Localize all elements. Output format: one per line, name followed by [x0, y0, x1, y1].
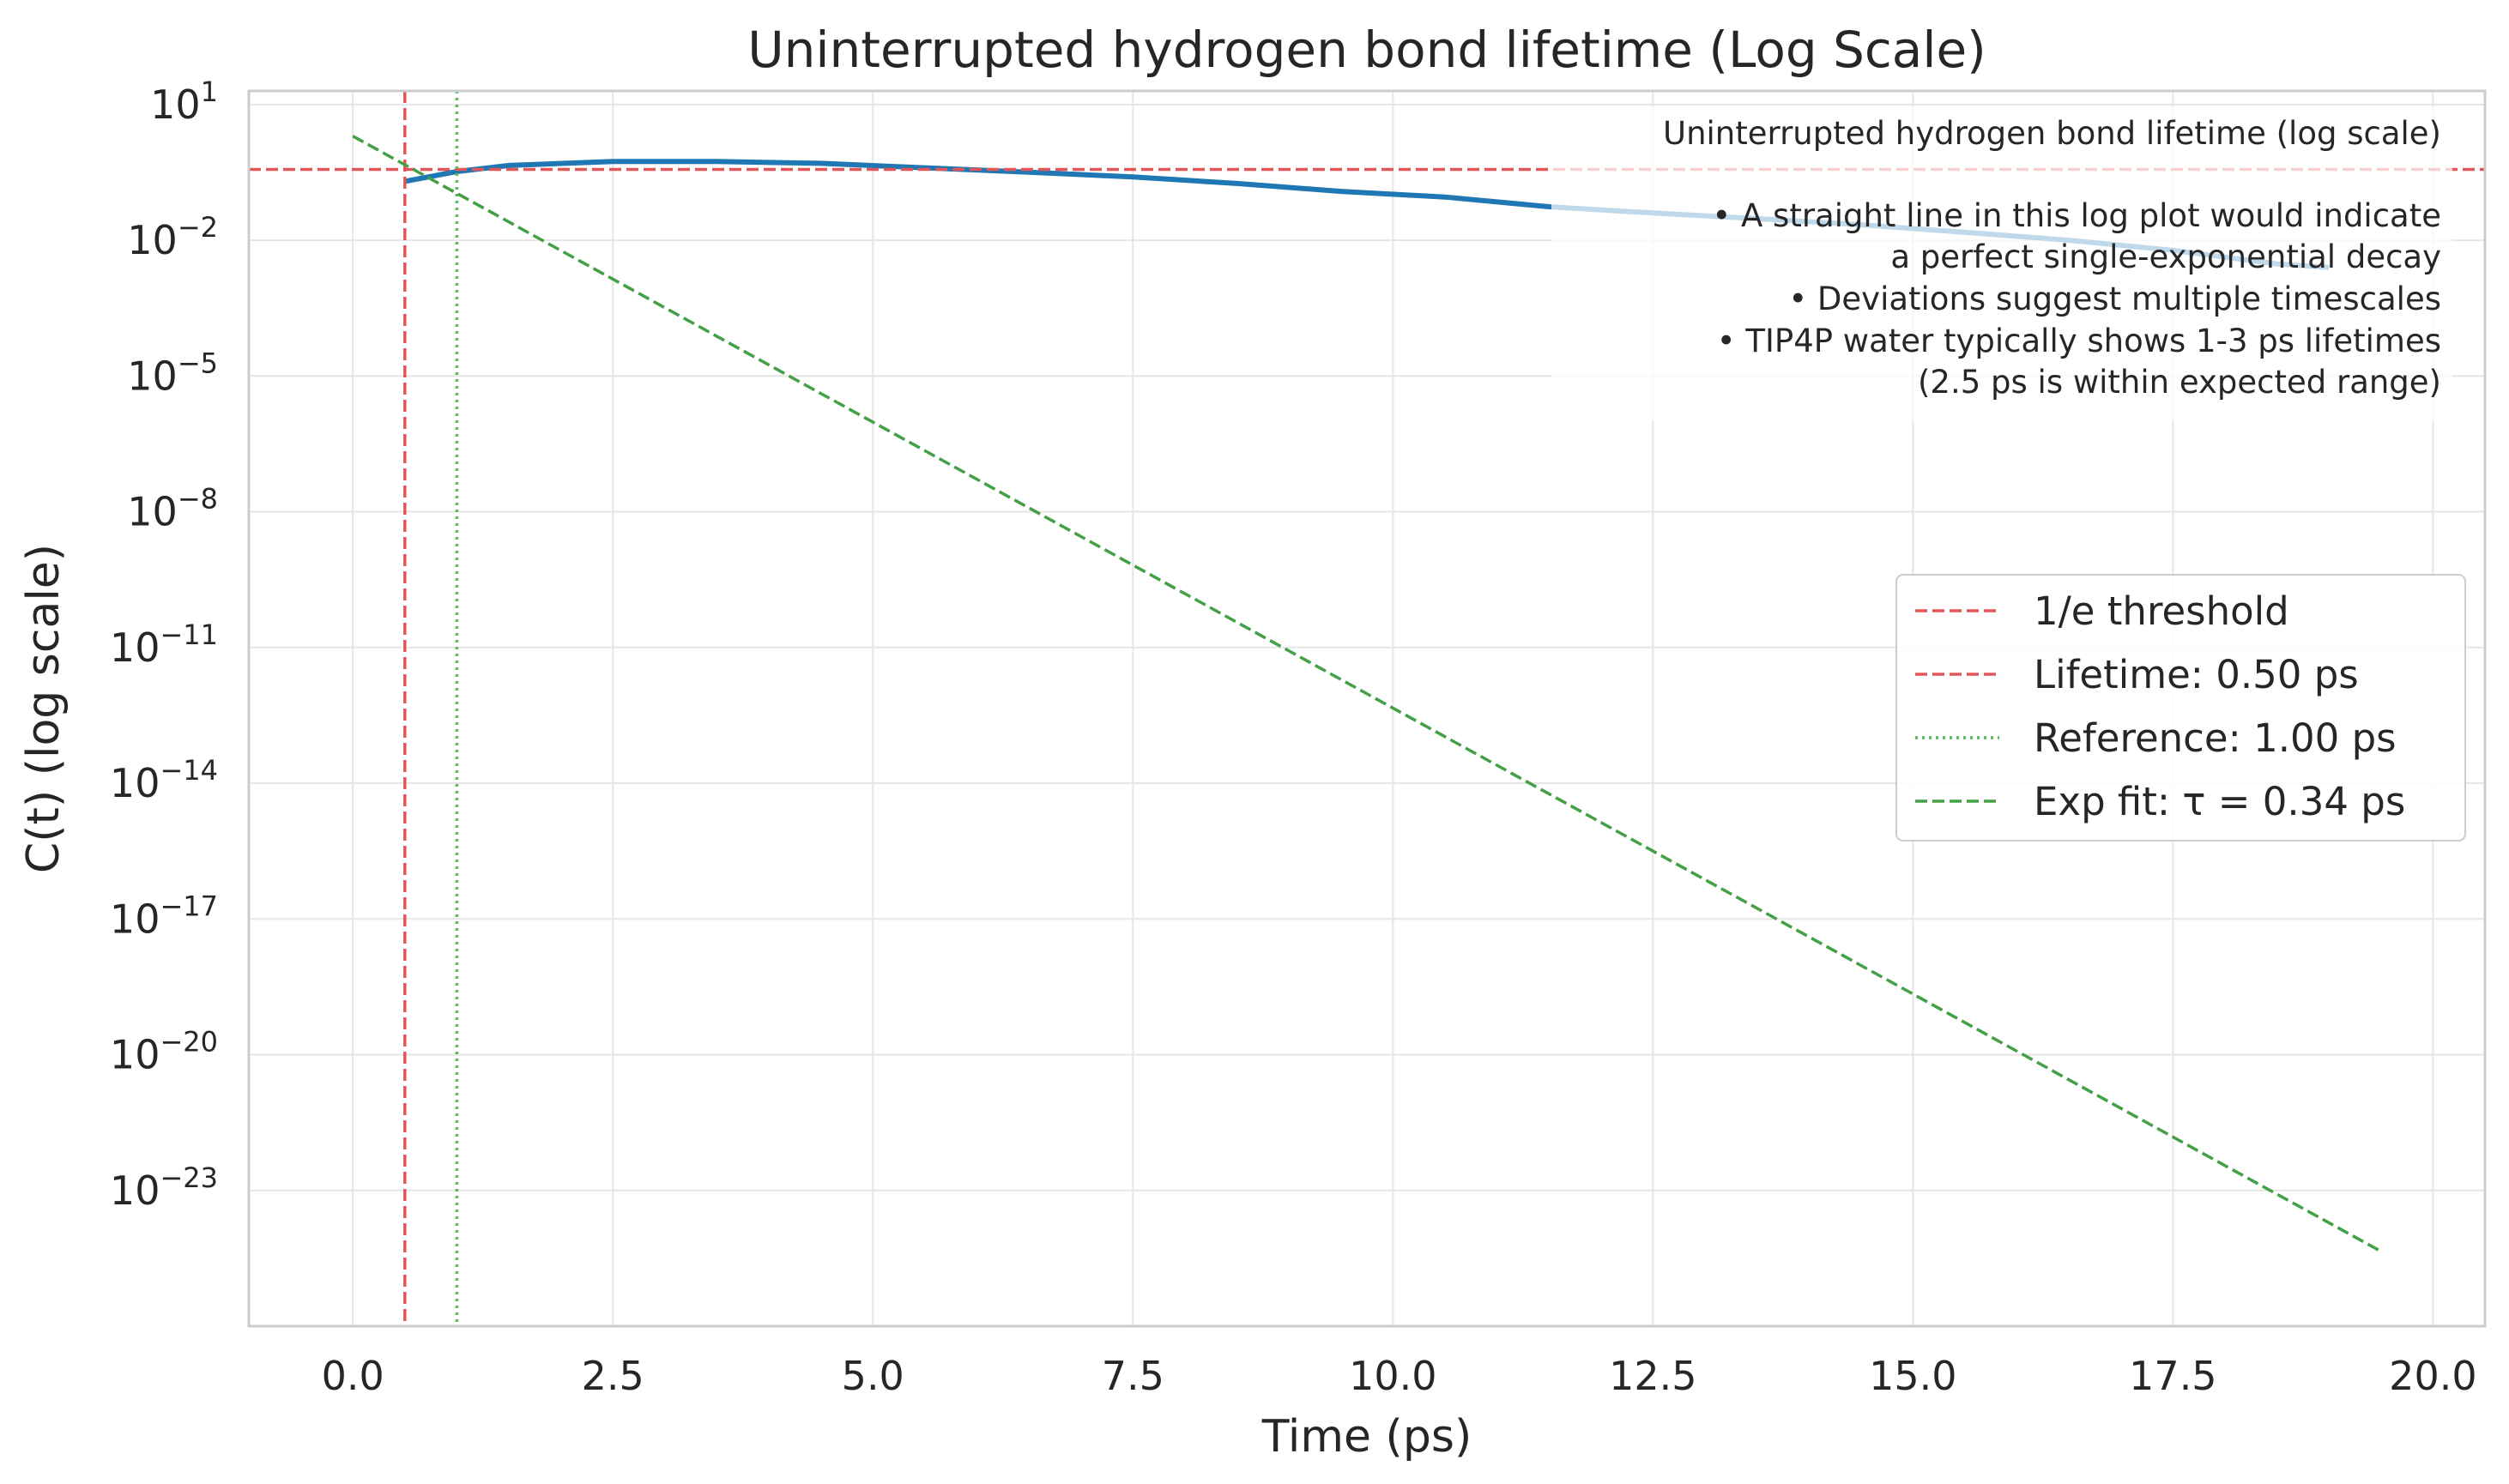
- x-tick-label: 2.5: [582, 1353, 644, 1399]
- y-tick-label: 10−23: [110, 1161, 218, 1214]
- legend-label: 1/e threshold: [2034, 588, 2289, 634]
- x-tick-label: 5.0: [842, 1353, 904, 1399]
- annotation-box: Uninterrupted hydrogen bond lifetime (lo…: [1551, 106, 2452, 420]
- legend-label: Reference: 1.00 ps: [2034, 715, 2397, 761]
- annotation-line: • A straight line in this log plot would…: [1712, 197, 2441, 234]
- annotation-line: a perfect single-exponential decay: [1890, 238, 2441, 275]
- annotation-line: • Deviations suggest multiple timescales: [1788, 281, 2441, 317]
- x-tick-label: 0.0: [322, 1353, 384, 1399]
- y-tick-label: 10−14: [110, 754, 218, 806]
- y-tick-label: 10−5: [127, 347, 218, 399]
- x-tick-label: 17.5: [2129, 1353, 2216, 1399]
- x-ticks: 0.0 2.5 5.0 7.5 10.0 12.5 15.0 17.5 20.0: [322, 1353, 2477, 1399]
- annotation-background: [1551, 106, 2452, 420]
- legend-frame: [1895, 574, 2466, 842]
- y-tick-label: 10−2: [127, 211, 218, 263]
- x-tick-label: 15.0: [1869, 1353, 1956, 1399]
- y-tick-label: 10−11: [110, 618, 218, 671]
- legend: 1/e threshold Lifetime: 0.50 ps Reference:…: [1895, 574, 2466, 842]
- chart-title: Uninterrupted hydrogen bond lifetime (Lo…: [747, 21, 1986, 79]
- legend-label: Lifetime: 0.50 ps: [2034, 652, 2359, 697]
- y-tick-label: 10−20: [110, 1026, 218, 1078]
- y-tick-label: 10−8: [127, 483, 218, 535]
- x-tick-label: 12.5: [1609, 1353, 1696, 1399]
- y-tick-label: 10−17: [110, 890, 218, 942]
- y-axis-label: C(t) (log scale): [18, 544, 70, 873]
- x-tick-label: 10.0: [1349, 1353, 1436, 1399]
- legend-label: Exp fit: τ = 0.34 ps: [2034, 779, 2405, 824]
- series-line-exp-fit: [352, 135, 2382, 1253]
- annotation-line: (2.5 ps is within expected range): [1918, 364, 2441, 401]
- y-tick-label: 101: [150, 75, 218, 128]
- x-axis-label: Time (ps): [1261, 1411, 1472, 1463]
- y-ticks: 101 10−2 10−5 10−8 10−11 10−14 10−17 10−20 10−23: [110, 75, 218, 1214]
- annotation-line: Uninterrupted hydrogen bond lifetime (lo…: [1663, 115, 2441, 152]
- annotation-line: • TIP4P water typically shows 1-3 ps lif…: [1717, 323, 2441, 359]
- x-tick-label: 7.5: [1102, 1353, 1164, 1399]
- plot-frame: [247, 89, 2487, 1328]
- x-tick-label: 20.0: [2389, 1353, 2476, 1399]
